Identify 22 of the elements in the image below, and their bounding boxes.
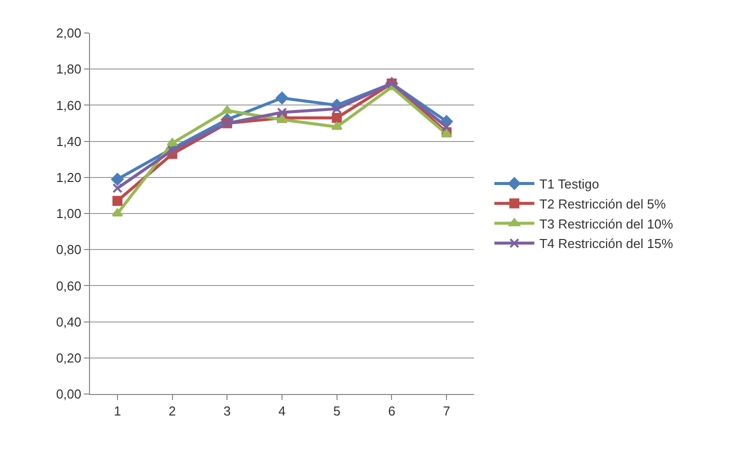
y-tick-label: 0,20 — [56, 350, 82, 366]
legend-label: T4 Restricción del 15% — [539, 236, 674, 252]
y-tick-label: 1,00 — [56, 206, 82, 222]
y-tick-label: 1,80 — [56, 62, 82, 77]
y-tick-label: 0,40 — [56, 314, 82, 330]
x-tick-label: 6 — [388, 404, 396, 419]
y-tick-label: 0,00 — [56, 386, 82, 402]
y-tick-label: 1,60 — [56, 98, 82, 113]
legend-label: T2 Restricción del 5% — [539, 196, 666, 212]
y-tick-label: 0,60 — [56, 278, 82, 294]
x-tick-label: 4 — [278, 404, 286, 419]
y-tick-label: 2,00 — [56, 26, 82, 41]
x-tick-label: 5 — [333, 404, 340, 419]
y-tick-label: 1,40 — [56, 134, 82, 149]
x-tick-label: 1 — [114, 404, 122, 419]
x-tick-label: 2 — [168, 404, 176, 419]
legend-label: T3 Restricción del 10% — [539, 216, 674, 232]
x-tick-label: 7 — [442, 404, 450, 419]
y-tick-label: 0,80 — [56, 242, 82, 258]
y-tick-label: 1,20 — [56, 170, 82, 185]
legend-label: T1 Testigo — [539, 176, 600, 192]
x-tick-label: 3 — [224, 404, 231, 419]
